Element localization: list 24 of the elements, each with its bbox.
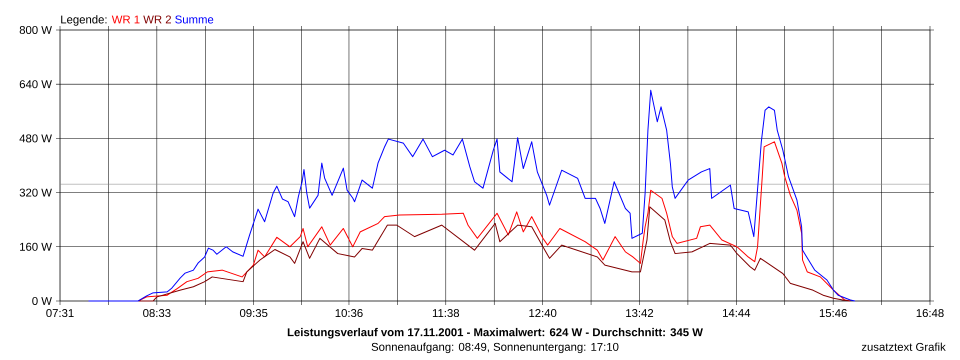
y-tick-label: 640 W: [20, 80, 52, 88]
x-tick-label: 14:44: [723, 309, 750, 317]
x-tick-label: 12:40: [529, 309, 556, 318]
x-tick-label: 15:46: [820, 309, 847, 318]
x-tick-label: 16:48: [916, 309, 944, 318]
x-tick-label: 13:42: [626, 309, 654, 318]
text: Sonnenaufgang: 08:49, Sonnenuntergang: 17:10: [372, 342, 618, 354]
y-tick-label: 800 W: [20, 26, 52, 34]
x-tick-label: 09:35: [240, 309, 268, 318]
y-tick-label: 160 W: [20, 242, 52, 251]
legend-title: Legende:: [61, 15, 106, 26]
text: WR 1: [112, 16, 140, 24]
y-tick-label: 320 W: [20, 188, 52, 197]
y-tick-label: 480 W: [19, 134, 52, 142]
x-tick-label: 11:38: [432, 309, 460, 318]
x-tick-label: 07:31: [46, 309, 74, 318]
x-tick-label: 10:36: [336, 309, 363, 318]
text: Summe: [175, 15, 214, 24]
text: Leistungsverlauf vom 17.11.2001 - Maximalwert: 624 W - Durchschnitt: 345 W: [288, 328, 703, 339]
y-tick-label: 0 W: [32, 296, 52, 305]
text: WR 2: [143, 15, 171, 24]
text: zusatztext Grafik: [862, 342, 946, 351]
line-series: [88, 90, 856, 302]
x-tick-label: 08:33: [143, 309, 171, 318]
